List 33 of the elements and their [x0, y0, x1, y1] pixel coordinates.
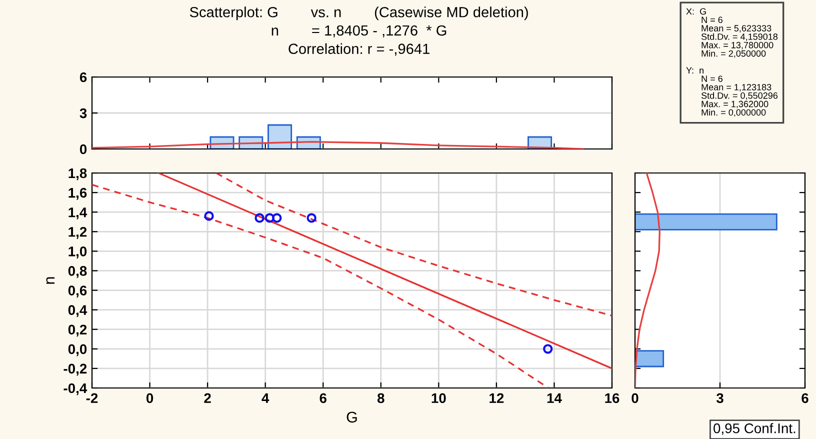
- y-tick-label: 1,4: [68, 208, 88, 220]
- y-tick-label: 6: [80, 72, 87, 82]
- y-tick-label: 0,4: [68, 305, 88, 317]
- x-tick-label: 6: [802, 393, 808, 404]
- x-tick-label: 0: [632, 393, 638, 404]
- y-tick-label: 0,2: [68, 324, 87, 337]
- y-tick-label: -0,4: [64, 383, 88, 396]
- y-tick-label: 1,2: [68, 226, 87, 239]
- x-axis-title: G: [346, 412, 357, 423]
- y-tick-label: 1,0: [68, 246, 87, 258]
- y-tick-label: 0,8: [68, 266, 87, 278]
- y-tick-label: 1,8: [68, 168, 87, 180]
- x-tick-label: 16: [605, 393, 620, 404]
- x-tick-label: 6: [320, 393, 326, 404]
- text: 0,95 Conf.Int.: [714, 423, 796, 435]
- x-tick-label: 3: [716, 393, 724, 404]
- x-tick-label: 4: [262, 393, 270, 403]
- x-tick-label: 14: [547, 393, 562, 403]
- x-tick-label: 10: [432, 393, 446, 404]
- x-tick-label: 0: [146, 393, 154, 404]
- y-tick-label: 0,0: [68, 344, 87, 356]
- y-tick-label: 1,6: [68, 188, 87, 200]
- chart-title: Scatterplot: G vs. n (Casewise MD deletion) n = 1,8405 - ,1276 * G Correlation: r = -,9641: [190, 6, 528, 56]
- y-tick-label: 0: [80, 144, 87, 154]
- y-tick-label: 3: [80, 108, 87, 118]
- x-tick-label: 2: [204, 393, 211, 403]
- x-tick-label: 12: [490, 393, 504, 403]
- text: X: G N = 6 Mean = 5,623333 Std.Dv. = 4,159018 Max. = 13,780000 Min. = 2,050000 Y: n N = 6 Mean = 1,123183 Std.Dv. = 0,550296 Max. = 1,362000 Min. = 0,000000: [686, 8, 778, 117]
- x-tick-label: 8: [377, 393, 384, 404]
- y-axis-title: n: [46, 277, 54, 284]
- x-tick-label: -2: [86, 393, 98, 403]
- y-tick-label: 0,6: [68, 286, 87, 298]
- y-tick-label: -0,2: [64, 364, 87, 376]
